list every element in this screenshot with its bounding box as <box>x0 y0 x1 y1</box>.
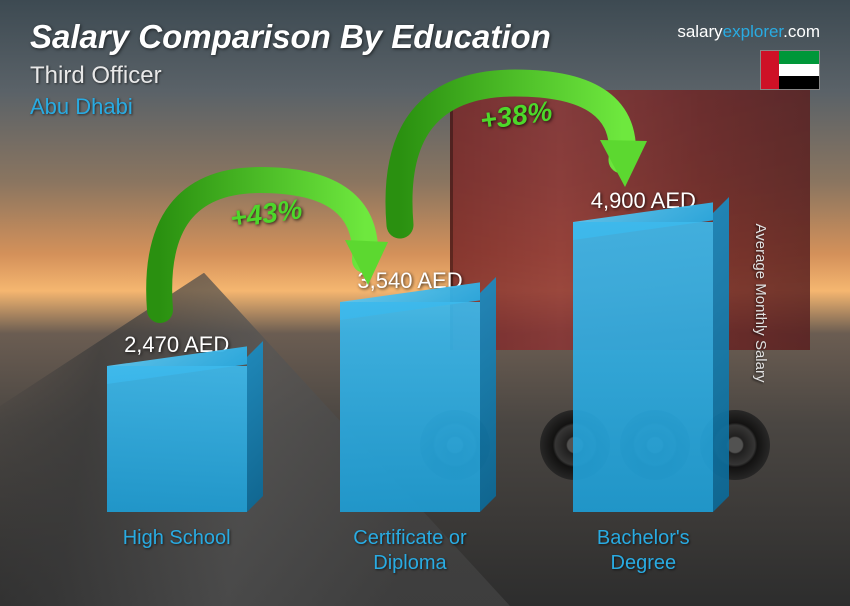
bar <box>573 222 713 512</box>
uae-flag-icon <box>760 50 820 90</box>
bar-label: High School <box>123 526 231 576</box>
bar-label: Certificate orDiploma <box>353 526 466 576</box>
brand-logo: salaryexplorer.com <box>677 22 820 42</box>
bar-label: Bachelor'sDegree <box>597 526 690 576</box>
brand-part2: explorer <box>723 22 783 41</box>
bar-group: 4,900 AEDBachelor'sDegree <box>553 188 733 576</box>
bar-chart: 2,470 AEDHigh School 3,540 AEDCertificate… <box>60 140 760 576</box>
bar-group: 2,470 AEDHigh School <box>87 332 267 576</box>
brand-part3: .com <box>783 22 820 41</box>
location: Abu Dhabi <box>30 94 820 120</box>
bar <box>107 366 247 512</box>
subtitle: Third Officer <box>30 62 820 90</box>
bar <box>340 302 480 512</box>
brand-part1: salary <box>677 22 722 41</box>
bar-group: 3,540 AEDCertificate orDiploma <box>320 268 500 576</box>
